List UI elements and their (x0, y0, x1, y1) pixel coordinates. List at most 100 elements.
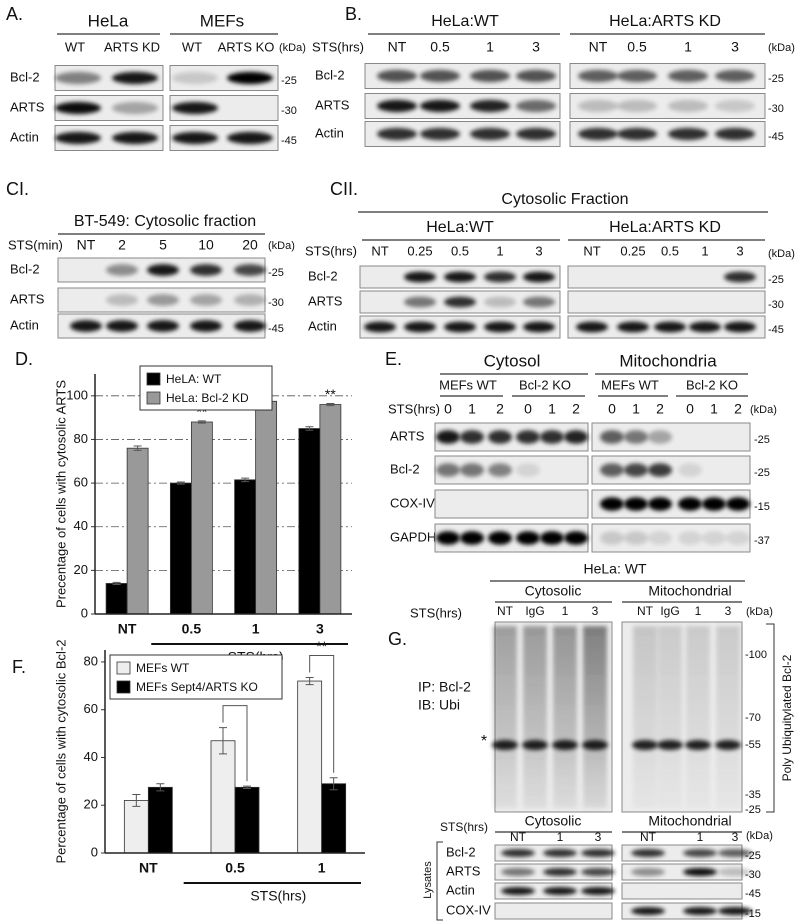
kda-marker: -100 (745, 649, 767, 661)
lane-label: 3 (592, 604, 599, 618)
smear (716, 626, 740, 808)
row-label: Bcl-2 (390, 461, 420, 476)
kda-marker: -45 (268, 323, 284, 335)
significance: ** (325, 386, 336, 402)
blot-band (516, 531, 540, 545)
panel-label: G. (388, 629, 407, 649)
lane-label: 10 (198, 237, 214, 253)
blot-band (683, 867, 717, 877)
sts-label: STS(hrs) (440, 820, 488, 834)
blot-band (617, 99, 657, 113)
lane-label: 3 (731, 39, 739, 55)
lane-label: 0.5 (627, 39, 647, 55)
blot-band (106, 264, 138, 276)
y-tick-label: 80 (84, 653, 98, 668)
blot-band (718, 848, 752, 858)
error-bar (112, 581, 121, 586)
blot-band (648, 463, 672, 477)
blot-band (516, 430, 540, 444)
blot-band (678, 463, 702, 477)
kda-marker: -30 (768, 103, 784, 115)
blot-band (106, 320, 138, 332)
subgroup-label: MEFs WT (439, 377, 497, 392)
blot-band (624, 463, 648, 477)
lane-label: 5 (159, 237, 167, 253)
group-label: HeLa (88, 11, 129, 30)
blot-band (147, 264, 179, 276)
x-tick-label: 0.5 (225, 860, 245, 876)
blot-band (516, 99, 556, 113)
error-bar (326, 402, 335, 407)
lane-label: 2 (118, 237, 126, 253)
blot (567, 265, 766, 289)
kda-marker: -35 (745, 789, 761, 801)
blot-band (689, 321, 721, 333)
lane-label: 3 (595, 830, 602, 844)
blot-band (685, 740, 711, 750)
kda-marker: -15 (754, 501, 770, 513)
blot-band (581, 886, 615, 896)
lane-label: 1 (684, 39, 692, 55)
y-tick-label: 40 (74, 518, 88, 533)
unit-label: (kDa) (768, 42, 795, 54)
lane-label: ARTS KD (104, 39, 160, 54)
blot-band (234, 264, 266, 276)
blot-band (624, 531, 648, 545)
blot-band (552, 740, 578, 750)
blot-band (70, 320, 102, 332)
lane-label: 0.5 (430, 39, 450, 55)
blot-band (715, 69, 755, 83)
blot (434, 489, 589, 519)
ip-label: IP: Bcl-2 (418, 679, 471, 695)
panel-label: A. (6, 4, 23, 24)
blot-band (501, 886, 535, 896)
y-axis-label: Percentage of cells with cytosolic Bcl-2 (53, 640, 68, 864)
row-label: ARTS (390, 428, 425, 443)
group-label: Mitochondrial (648, 813, 731, 829)
blot-band (543, 867, 577, 877)
blot-band (522, 740, 548, 750)
y-tick-label: 60 (74, 475, 88, 490)
blot-band (444, 296, 476, 308)
blot-band (470, 99, 510, 113)
bar (190, 421, 213, 615)
y-tick-label: 0 (81, 605, 88, 620)
unit-label: (kDa) (746, 606, 773, 618)
blot-band (648, 531, 672, 545)
panel-title: BT-549: Cytosolic fraction (74, 213, 256, 230)
blot-band (578, 127, 618, 141)
blot-band (234, 294, 266, 306)
blot (621, 882, 743, 900)
bar (126, 447, 149, 615)
group-label: Cytosol (484, 351, 541, 370)
blot-band (600, 463, 624, 477)
lane-label: NT (371, 243, 388, 258)
lane-label: NT (640, 830, 657, 844)
kda-marker: -30 (281, 105, 297, 117)
sts-label: STS(hrs) (312, 39, 364, 54)
blot-band (112, 131, 158, 145)
unit-label: (kDa) (279, 42, 306, 54)
kda-marker: -25 (768, 73, 784, 85)
row-label: ARTS (10, 99, 45, 114)
lane-label: 0.25 (620, 243, 645, 258)
smear (633, 626, 657, 808)
blot-band (578, 69, 618, 83)
blot-band (112, 101, 158, 115)
blot (567, 290, 766, 314)
lane-label: 0.25 (407, 243, 432, 258)
blot-band (404, 271, 436, 283)
blot-band (523, 271, 555, 283)
row-label: Actin (446, 882, 475, 897)
blot-band (55, 101, 101, 115)
kda-marker: -25 (268, 267, 284, 279)
blot-band (227, 131, 273, 145)
blot-band (617, 321, 649, 333)
error-bar (305, 676, 314, 686)
lane-label: 0.5 (661, 243, 679, 258)
row-label: Actin (315, 125, 344, 140)
legend-label: HeLA: WT (166, 372, 222, 386)
smear (523, 626, 547, 808)
blot-band (582, 740, 608, 750)
panel-label: CI. (6, 179, 29, 199)
